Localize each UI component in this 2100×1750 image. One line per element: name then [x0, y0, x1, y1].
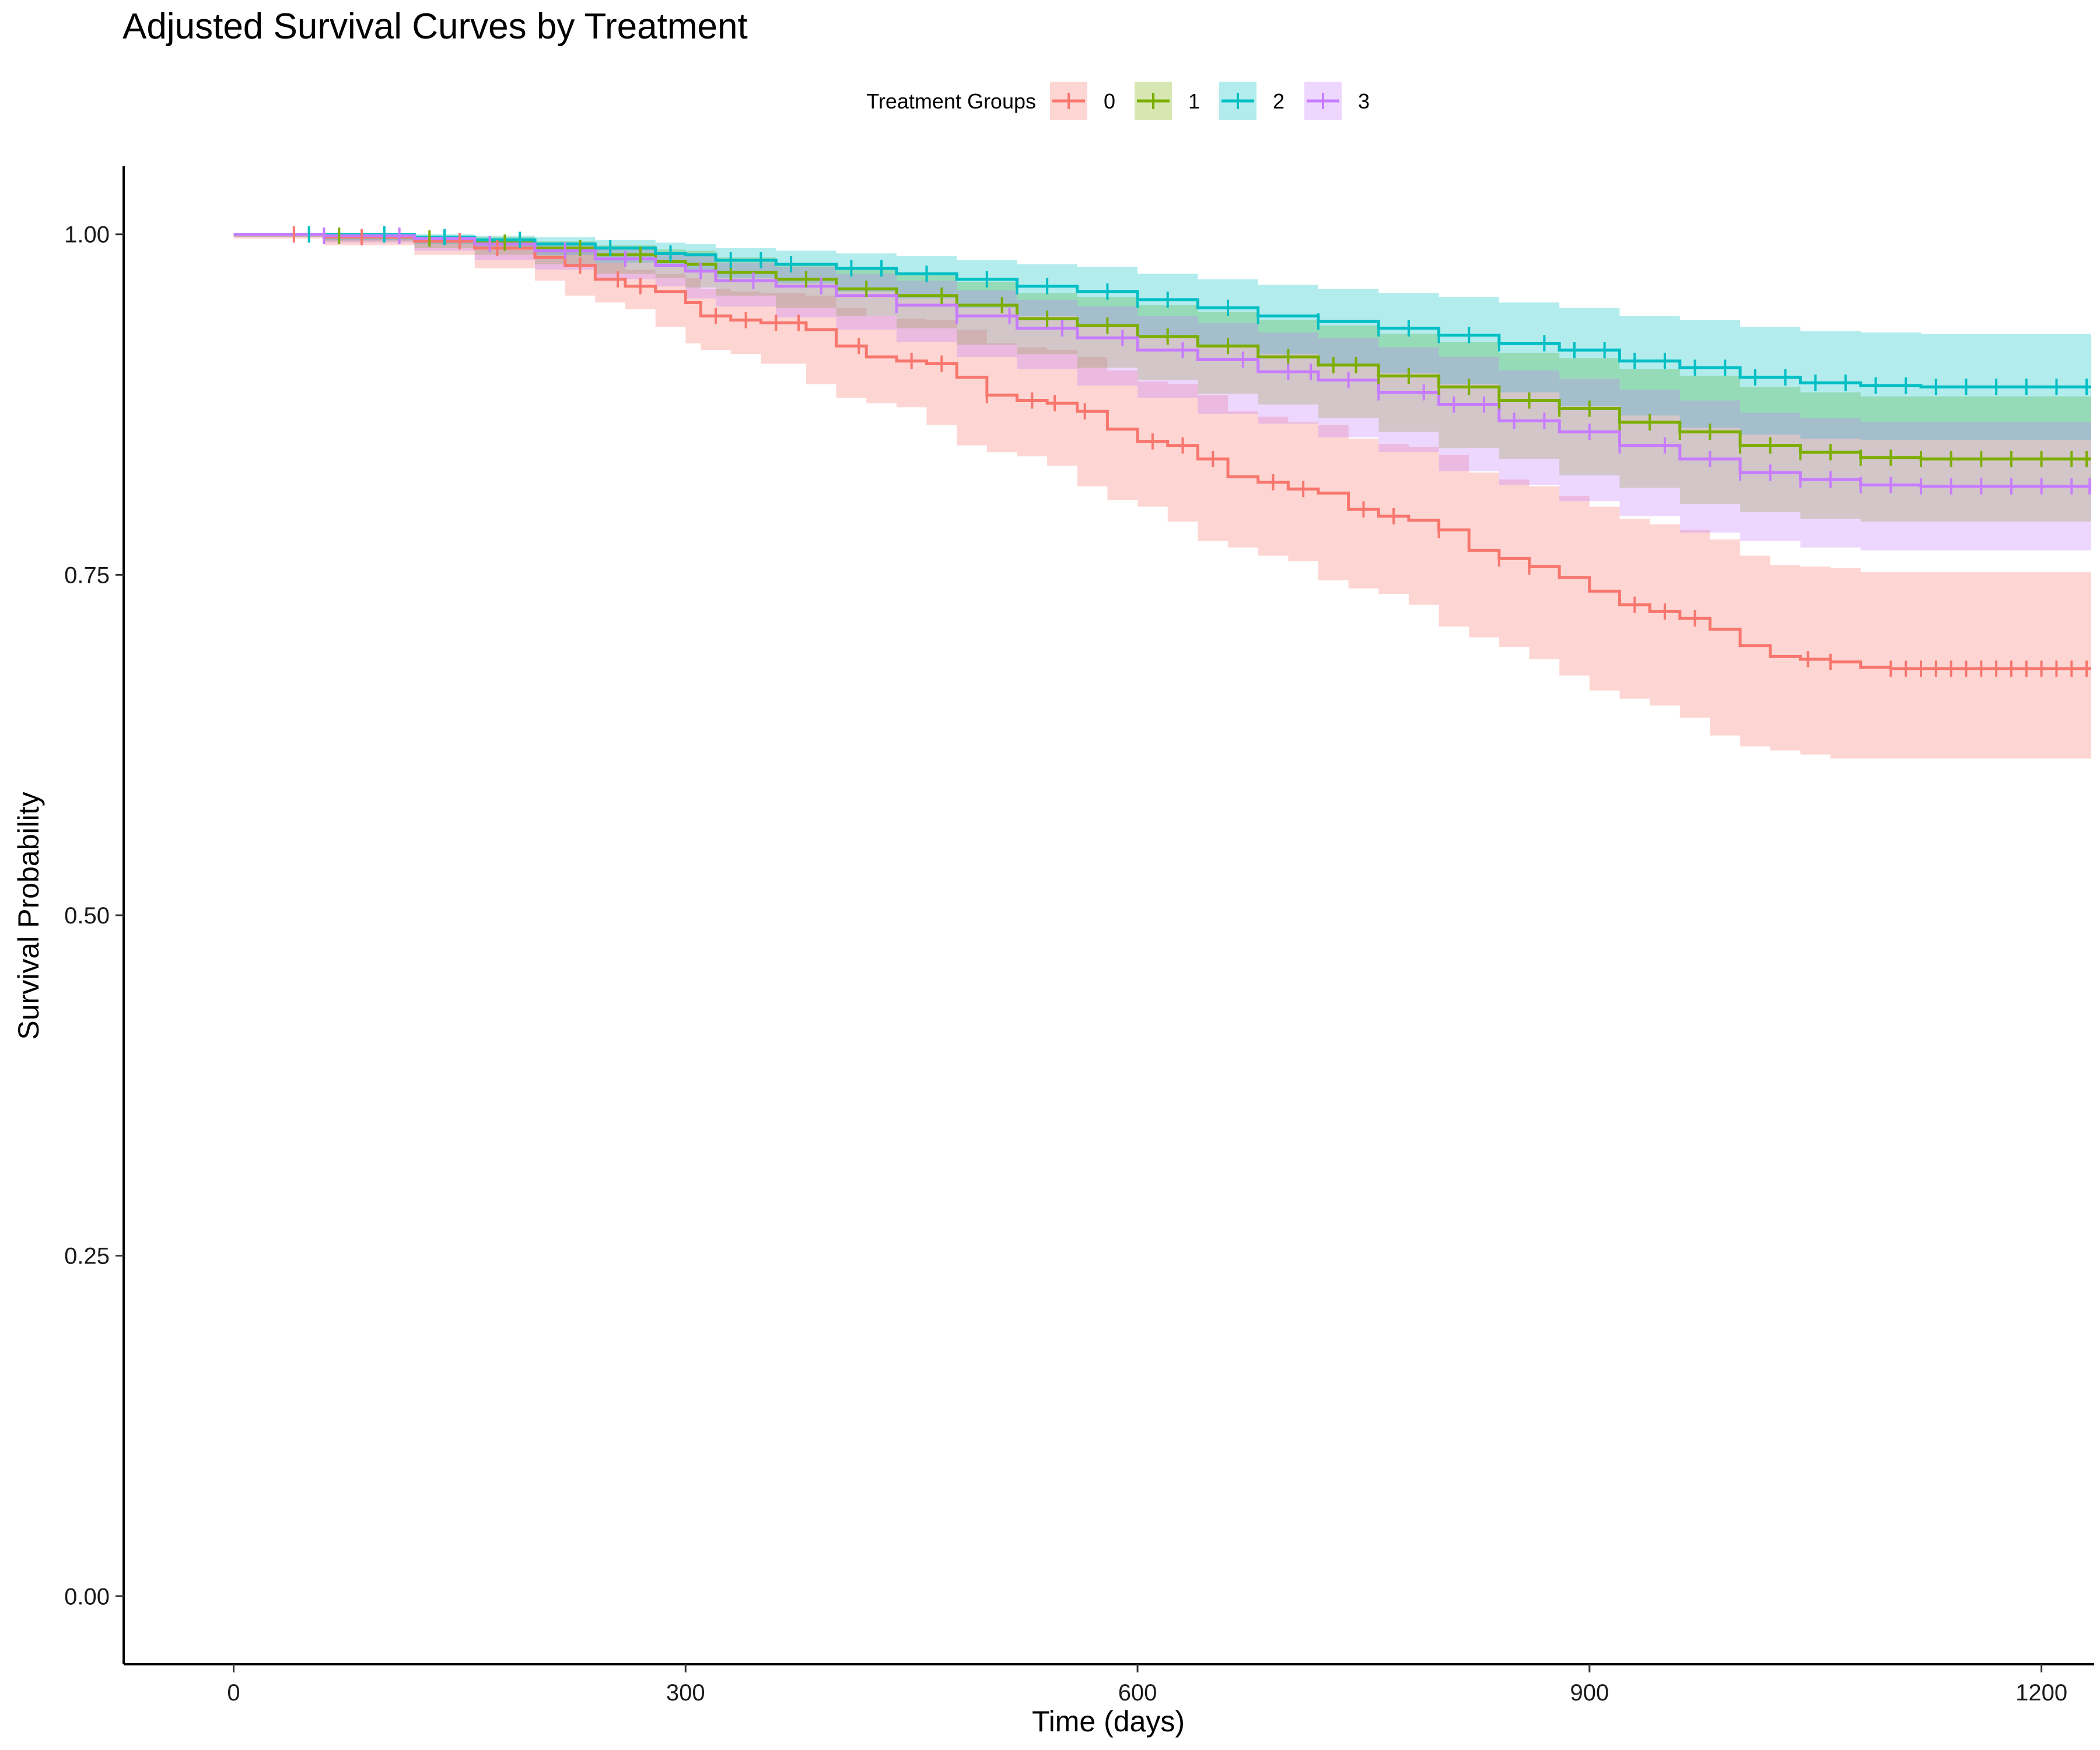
y-tick-label: 0.50: [64, 903, 110, 929]
y-tick-label: 1.00: [64, 222, 110, 248]
legend-label-0: 0: [1104, 89, 1115, 113]
axes: 0.00 0.25 0.50 0.75 1.00 0 300 600 900 1200: [64, 166, 2094, 1706]
confidence-band-1: [233, 234, 2091, 522]
x-axis-title: Time (days): [1032, 1705, 1185, 1738]
confidence-bands: [233, 234, 2091, 759]
x-tick-label: 0: [227, 1680, 240, 1706]
legend: Treatment Groups 0 1 2 3: [866, 82, 1370, 120]
confidence-band-3: [233, 234, 2091, 551]
y-tick-label: 0.25: [64, 1244, 110, 1269]
survival-curve-3: [233, 233, 2091, 488]
x-tick-label: 1200: [2015, 1680, 2067, 1706]
chart-title: Adjusted Survival Curves by Treatment: [123, 6, 748, 47]
x-tick-label: 600: [1118, 1680, 1157, 1706]
x-tick-label: 300: [666, 1680, 705, 1706]
survival-curve-0: [233, 233, 2091, 670]
confidence-band-0: [233, 234, 2091, 759]
survival-curve-2: [233, 233, 2091, 388]
legend-label-2: 2: [1273, 89, 1284, 113]
y-tick-label: 0.00: [64, 1584, 110, 1609]
legend-label-1: 1: [1188, 89, 1200, 113]
legend-label-3: 3: [1358, 89, 1370, 113]
y-axis-title: Survival Probability: [12, 792, 45, 1040]
legend-title: Treatment Groups: [866, 89, 1036, 113]
y-tick-label: 0.75: [64, 562, 110, 588]
confidence-band-2: [233, 234, 2091, 440]
censor-marks: [292, 226, 2091, 677]
x-tick-label: 900: [1570, 1680, 1609, 1706]
